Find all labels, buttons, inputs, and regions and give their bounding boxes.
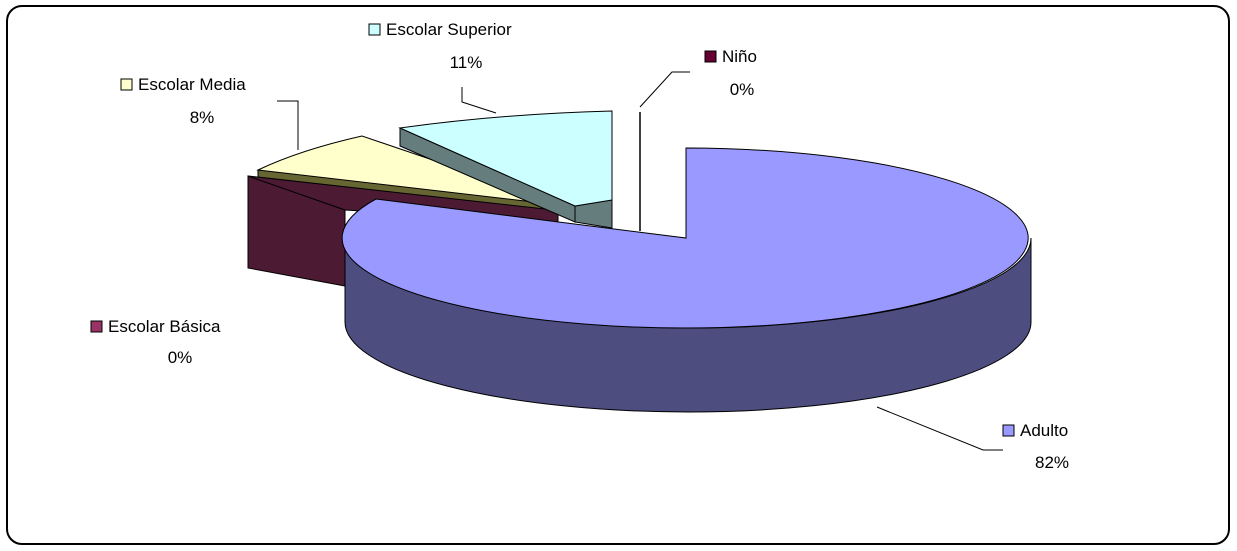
label-nino-value: 0% [730, 80, 755, 99]
slice-escolar-superior [398, 110, 613, 229]
slice-adulto-top [341, 147, 1029, 329]
label-nino-name: Niño [722, 47, 757, 66]
legend-key-escolar-superior [368, 23, 381, 36]
label-escolar-superior: Escolar Superior 11% [368, 20, 512, 72]
leader-line-escolar-media [277, 100, 299, 150]
label-nino: Niño 0% [704, 47, 757, 99]
leader-line-nino [639, 71, 690, 108]
label-escolar-basica-name: Escolar Básica [108, 317, 221, 336]
label-adulto: Adulto 82% [1002, 421, 1069, 472]
label-escolar-media-name: Escolar Media [138, 75, 246, 94]
leader-line-adulto [876, 406, 1003, 451]
legend-key-adulto [1002, 424, 1015, 437]
label-escolar-basica-value: 0% [168, 348, 193, 367]
leader-lines [277, 71, 1003, 451]
label-adulto-name: Adulto [1020, 421, 1068, 440]
label-adulto-value: 82% [1035, 453, 1069, 472]
legend-key-escolar-basica [90, 320, 103, 333]
leader-line-escolar-superior [461, 87, 497, 114]
label-escolar-superior-value: 11% [450, 53, 483, 72]
label-escolar-media-value: 8% [190, 108, 215, 127]
legend-key-nino [704, 50, 717, 63]
slice-adulto [341, 147, 1032, 413]
slice-escolar-media-top [256, 135, 569, 207]
label-escolar-superior-name: Escolar Superior [386, 20, 512, 39]
label-escolar-basica: Escolar Básica 0% [90, 317, 221, 367]
slice-escolar-superior-top [398, 110, 613, 207]
label-escolar-media: Escolar Media 8% [120, 75, 246, 127]
legend-key-escolar-media [120, 78, 133, 91]
